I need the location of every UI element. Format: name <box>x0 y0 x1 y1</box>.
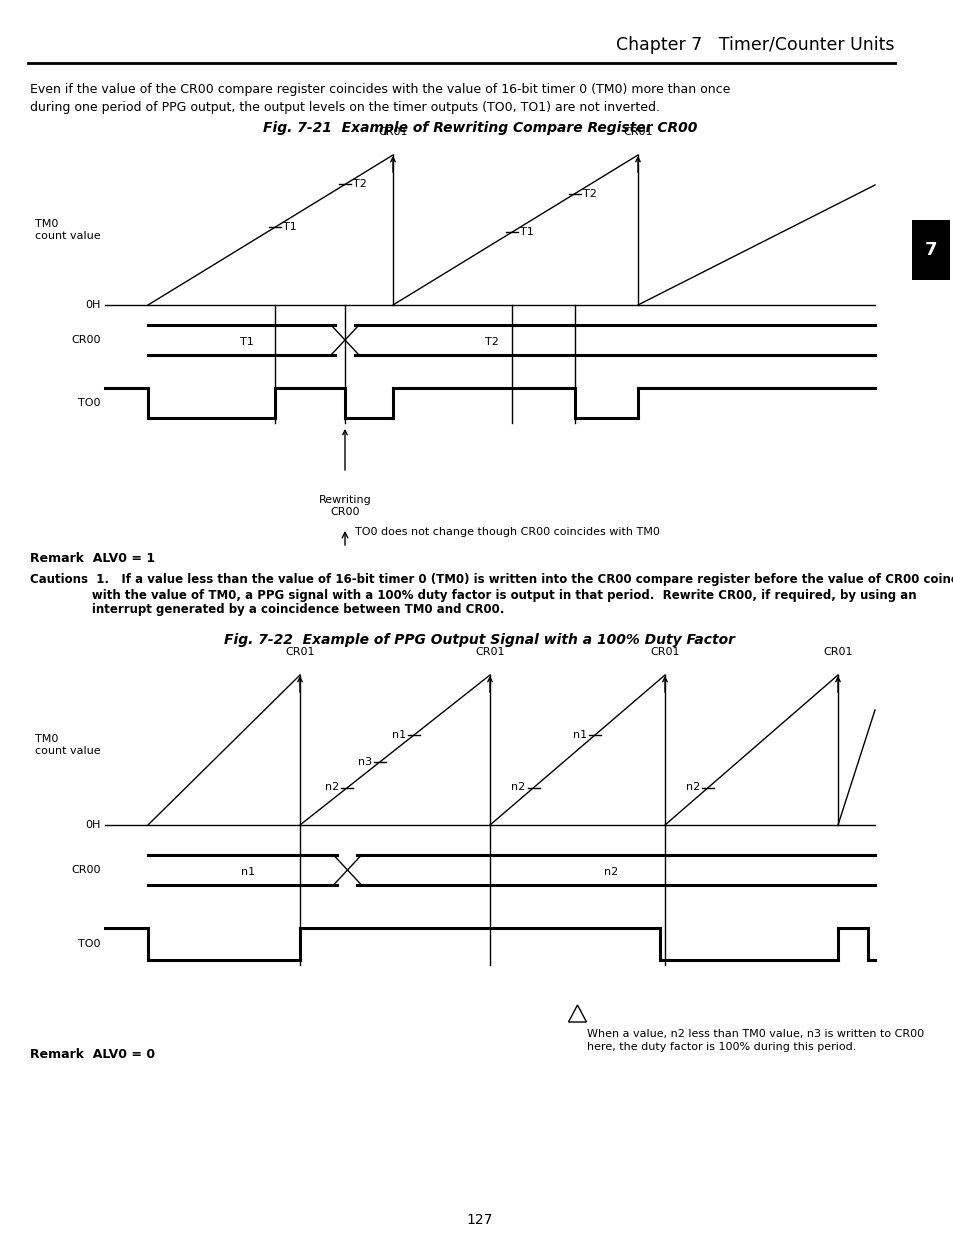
Text: T2: T2 <box>484 337 497 347</box>
Text: CR00: CR00 <box>71 864 101 876</box>
Text: CR01: CR01 <box>377 127 407 137</box>
Text: CR01: CR01 <box>475 647 504 657</box>
Text: TM0
count value: TM0 count value <box>35 219 101 241</box>
Text: Chapter 7   Timer/Counter Units: Chapter 7 Timer/Counter Units <box>616 36 894 54</box>
Text: T1: T1 <box>239 337 253 347</box>
Text: Fig. 7-21  Example of Rewriting Compare Register CR00: Fig. 7-21 Example of Rewriting Compare R… <box>262 121 697 135</box>
Text: CR01: CR01 <box>650 647 679 657</box>
Text: CR01: CR01 <box>822 647 852 657</box>
Text: 0H: 0H <box>86 300 101 310</box>
Text: n2: n2 <box>603 867 618 877</box>
Text: CR01: CR01 <box>285 647 314 657</box>
Text: T2: T2 <box>582 189 597 199</box>
Text: n2: n2 <box>511 783 525 793</box>
Text: Rewriting
CR00: Rewriting CR00 <box>318 495 371 516</box>
Text: Even if the value of the CR00 compare register coincides with the value of 16-bi: Even if the value of the CR00 compare re… <box>30 84 730 96</box>
Text: interrupt generated by a coincidence between TM0 and CR00.: interrupt generated by a coincidence bet… <box>30 604 504 616</box>
Text: TO0 does not change though CR00 coincides with TM0: TO0 does not change though CR00 coincide… <box>355 527 659 537</box>
Text: with the value of TM0, a PPG signal with a 100% duty factor is output in that pe: with the value of TM0, a PPG signal with… <box>30 589 916 601</box>
Text: Fig. 7-22  Example of PPG Output Signal with a 100% Duty Factor: Fig. 7-22 Example of PPG Output Signal w… <box>224 634 735 647</box>
Text: n1: n1 <box>572 730 586 740</box>
Text: n1: n1 <box>392 730 406 740</box>
Text: T1: T1 <box>283 222 296 232</box>
Text: n1: n1 <box>240 867 254 877</box>
Text: Remark  ALV0 = 0: Remark ALV0 = 0 <box>30 1049 155 1062</box>
Text: n2: n2 <box>685 783 700 793</box>
Text: T2: T2 <box>353 179 367 189</box>
Text: 7: 7 <box>923 241 936 259</box>
Text: during one period of PPG output, the output levels on the timer outputs (TO0, TO: during one period of PPG output, the out… <box>30 101 659 115</box>
Text: Cautions  1.   If a value less than the value of 16-bit timer 0 (TM0) is written: Cautions 1. If a value less than the val… <box>30 573 953 587</box>
Text: n2: n2 <box>325 783 339 793</box>
Text: 0H: 0H <box>86 820 101 830</box>
Text: When a value, n2 less than TM0 value, n3 is written to CR00: When a value, n2 less than TM0 value, n3… <box>587 1029 923 1039</box>
Text: TM0
count value: TM0 count value <box>35 734 101 756</box>
Text: Remark  ALV0 = 1: Remark ALV0 = 1 <box>30 552 155 564</box>
Text: CR00: CR00 <box>71 335 101 345</box>
Text: 127: 127 <box>466 1213 493 1228</box>
Text: n3: n3 <box>357 757 372 767</box>
Text: TO0: TO0 <box>78 939 101 948</box>
Text: TO0: TO0 <box>78 398 101 408</box>
Text: CR01: CR01 <box>622 127 652 137</box>
Text: here, the duty factor is 100% during this period.: here, the duty factor is 100% during thi… <box>587 1042 856 1052</box>
Text: T1: T1 <box>519 227 533 237</box>
Bar <box>911 220 949 280</box>
